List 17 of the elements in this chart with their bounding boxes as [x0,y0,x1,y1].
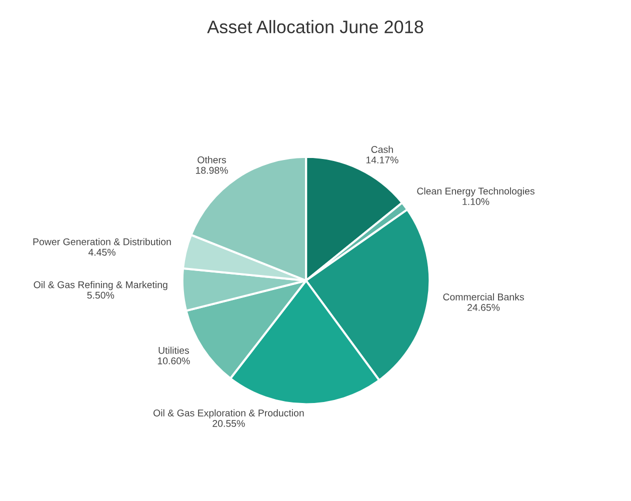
chart-title: Asset Allocation June 2018 [207,20,424,34]
data-label: 14.17% [366,156,398,164]
data-label: 4.45% [88,248,116,256]
data-label: 18.98% [196,166,228,174]
slice-label: Commercial Banks [443,293,524,300]
data-label: 24.65% [468,304,500,311]
slice-label: Utilities [158,346,189,354]
slice-label: Oil & Gas Refining & Marketing [34,281,168,290]
data-label: 10.60% [158,357,190,364]
data-label: 20.55% [212,420,245,427]
slice-label: Oil & Gas Exploration & Production [154,409,304,418]
slice-label: Others [198,156,226,164]
data-label: 5.50% [87,292,114,299]
slice-label: Power Generation & Distribution [33,238,171,246]
slice-label: Cash [371,146,393,153]
slice-label: Clean Energy Technologies [417,187,534,196]
data-label: 1.10% [462,198,490,206]
